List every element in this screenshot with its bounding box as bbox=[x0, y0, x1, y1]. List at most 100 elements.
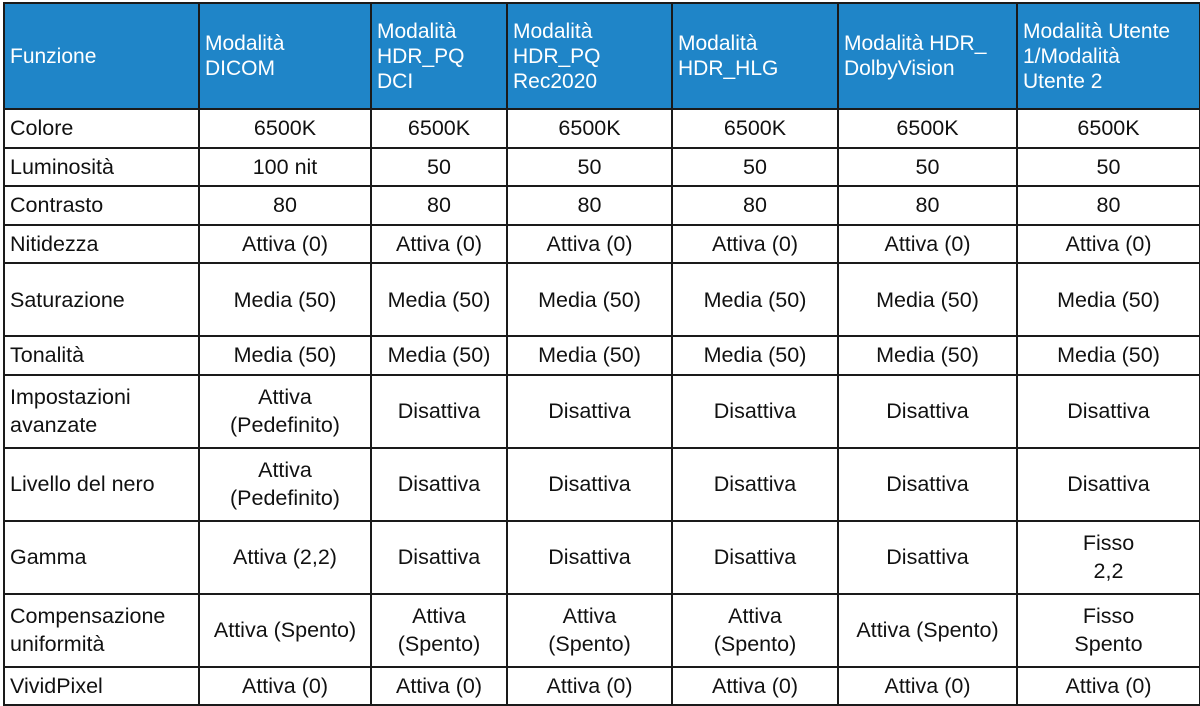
cell-line: 6500K bbox=[253, 116, 317, 141]
table-cell: Disattiva bbox=[837, 446, 1018, 522]
cell-line: Attiva (0) bbox=[1065, 231, 1152, 256]
table-cell: Disattiva bbox=[837, 373, 1018, 449]
cell-line: Attiva (0) bbox=[241, 673, 329, 698]
cell-line: Disattiva bbox=[886, 472, 969, 496]
cell-line: Fisso bbox=[1082, 531, 1135, 555]
cell-line: Media (50) bbox=[538, 343, 641, 368]
cell-line: 80 bbox=[273, 193, 297, 218]
cell-line: Disattiva bbox=[548, 472, 631, 496]
cell-line: Disattiva bbox=[397, 399, 481, 423]
cell-line: 80 bbox=[427, 193, 451, 218]
row-label: Tonalità bbox=[3, 335, 200, 376]
header-line: Modalità bbox=[513, 19, 593, 43]
header-line: 1/Modalità bbox=[1023, 44, 1120, 68]
cell-line: Attiva (0) bbox=[711, 231, 799, 256]
table-cell: 50 bbox=[1016, 146, 1200, 187]
row-label: Livello del nero bbox=[3, 446, 200, 522]
cell-line: Media (50) bbox=[1057, 287, 1160, 312]
cell-line: Attiva (0) bbox=[546, 231, 633, 256]
table-cell: Media (50) bbox=[671, 335, 839, 376]
table-cell: Disattiva bbox=[1016, 446, 1200, 522]
row-label: Nitidezza bbox=[3, 223, 200, 264]
header-line: DICOM bbox=[205, 57, 275, 80]
table-row: Colore 6500K 6500K 6500K 6500K 6500K 650… bbox=[3, 108, 1200, 149]
table-cell: Attiva (Pedefinito) bbox=[198, 446, 372, 522]
table-cell: Fisso 2,2 bbox=[1016, 519, 1200, 595]
table-cell: Disattiva bbox=[506, 446, 673, 522]
table-cell: Disattiva bbox=[370, 519, 508, 595]
cell-line: Disattiva bbox=[548, 399, 631, 423]
cell-line: (Spento) bbox=[548, 632, 631, 656]
cell-line: (Spento) bbox=[397, 632, 481, 656]
header-line: DCI bbox=[377, 69, 414, 93]
table-cell: Attiva (Spento) bbox=[837, 592, 1018, 668]
cell-line: 50 bbox=[577, 154, 602, 179]
table-cell: Attiva (Spento) bbox=[370, 592, 508, 668]
table-cell: Attiva (0) bbox=[198, 223, 372, 264]
table-cell: Media (50) bbox=[1016, 335, 1200, 376]
cell-line: Attiva (Spento) bbox=[856, 618, 999, 642]
table-cell: 6500K bbox=[370, 108, 508, 149]
cell-line: Attiva (0) bbox=[546, 673, 633, 698]
table-cell: 80 bbox=[370, 185, 508, 226]
table-cell: Media (50) bbox=[506, 335, 673, 376]
table-cell: 80 bbox=[506, 185, 673, 226]
cell-line: 6500K bbox=[1077, 116, 1140, 141]
row-label-line: Impostazioni bbox=[10, 385, 131, 409]
cell-line: Spento bbox=[1074, 632, 1143, 656]
cell-line: 50 bbox=[1096, 154, 1121, 179]
table-cell: Attiva (0) bbox=[671, 223, 839, 264]
cell-line: Disattiva bbox=[713, 399, 797, 423]
cell-line: Media (50) bbox=[387, 287, 491, 312]
cell-line: Attiva (0) bbox=[884, 673, 971, 698]
cell-line: Media (50) bbox=[233, 343, 337, 368]
row-label-line: Colore bbox=[10, 116, 74, 141]
table-cell: Attiva (0) bbox=[1016, 665, 1200, 706]
cell-line: 6500K bbox=[896, 116, 959, 141]
cell-line: 80 bbox=[577, 193, 602, 218]
row-label: Gamma bbox=[3, 519, 200, 595]
cell-line: Attiva bbox=[562, 604, 617, 628]
cell-line: Disattiva bbox=[713, 545, 797, 569]
cell-line: Disattiva bbox=[397, 545, 481, 569]
cell-line: 50 bbox=[427, 154, 451, 179]
cell-line: Disattiva bbox=[886, 545, 969, 569]
table-cell: Attiva (Spento) bbox=[671, 592, 839, 668]
header-line: HDR_HLG bbox=[678, 57, 779, 80]
table-cell: Attiva (0) bbox=[198, 665, 372, 706]
table-cell: Media (50) bbox=[370, 335, 508, 376]
header-line: Modalità Utente bbox=[1023, 19, 1171, 43]
table-row: Livello del nero Attiva (Pedefinito) Disa… bbox=[3, 446, 1200, 522]
row-label-line: Livello del nero bbox=[10, 472, 155, 496]
cell-line: (Pedefinito) bbox=[230, 486, 340, 510]
row-label-line: Gamma bbox=[10, 545, 87, 569]
header-cell-hdr-pq-rec2020: Modalità HDR_PQ Rec2020 bbox=[506, 2, 673, 110]
row-label-line: avanzate bbox=[10, 413, 98, 437]
header-cell-funzione: Funzione bbox=[3, 2, 200, 110]
cell-line: 2,2 bbox=[1093, 559, 1124, 583]
cell-line: Attiva bbox=[258, 385, 312, 409]
table-cell: Attiva (0) bbox=[370, 223, 508, 264]
cell-line: 100 nit bbox=[252, 154, 318, 179]
table-cell: Disattiva bbox=[370, 373, 508, 449]
cell-line: Attiva bbox=[412, 604, 466, 628]
table-cell: 100 nit bbox=[198, 146, 372, 187]
cell-line: Attiva bbox=[728, 604, 782, 628]
table-row: Gamma Attiva (2,2) Disattiva Disattiva D… bbox=[3, 519, 1200, 595]
header-line: Modalità bbox=[678, 32, 758, 55]
cell-line: Media (50) bbox=[1057, 343, 1160, 368]
header-line: HDR_PQ bbox=[513, 44, 601, 68]
table-cell: Media (50) bbox=[198, 335, 372, 376]
cell-line: Attiva (Spento) bbox=[213, 618, 357, 642]
cell-line: Attiva (0) bbox=[241, 231, 329, 256]
cell-line: 80 bbox=[743, 193, 767, 218]
row-label-line: Tonalità bbox=[10, 343, 85, 368]
cell-line: 6500K bbox=[558, 116, 621, 141]
table-cell: Media (50) bbox=[198, 262, 372, 337]
cell-line: Disattiva bbox=[397, 472, 481, 496]
row-label-line: Saturazione bbox=[10, 287, 125, 312]
header-line: Utente 2 bbox=[1023, 69, 1103, 93]
table-cell: Disattiva bbox=[1016, 373, 1200, 449]
table-cell: Media (50) bbox=[837, 262, 1018, 337]
